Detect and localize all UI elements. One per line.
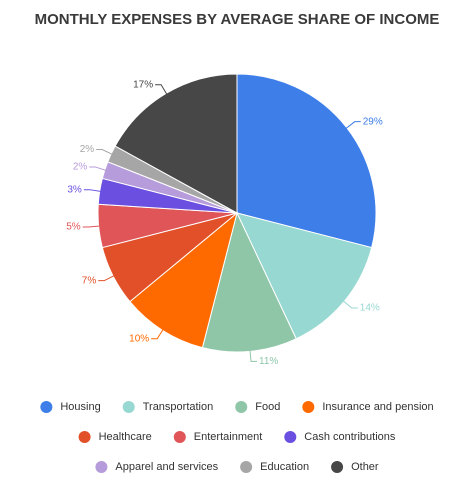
- legend-marker: [302, 401, 315, 413]
- leader-line: [82, 225, 103, 228]
- chart-title: MONTHLY EXPENSES BY AVERAGE SHARE OF INC…: [35, 11, 440, 28]
- legend-label: Other: [351, 461, 379, 473]
- leader-line: [151, 326, 166, 340]
- legend-label: Housing: [60, 401, 100, 413]
- leader-line: [83, 189, 104, 193]
- legend-label: Insurance and pension: [322, 401, 433, 413]
- legend-label: Food: [255, 401, 280, 413]
- legend-marker: [240, 461, 253, 473]
- leader-line: [249, 347, 258, 362]
- legend-marker: [173, 431, 186, 443]
- data-label: 17%: [133, 79, 153, 90]
- legend-marker: [235, 401, 248, 413]
- leader-line: [98, 273, 117, 282]
- legend-marker: [95, 461, 108, 473]
- legend-marker: [78, 431, 91, 443]
- legend-label: Transportation: [143, 401, 214, 413]
- data-label: 5%: [66, 222, 81, 233]
- data-label: 2%: [80, 144, 95, 155]
- data-label: 7%: [82, 275, 97, 286]
- data-label: 29%: [363, 116, 383, 127]
- leader-line: [155, 84, 169, 98]
- data-label: 14%: [360, 303, 380, 314]
- data-label: 10%: [129, 333, 149, 344]
- legend-marker: [331, 461, 344, 473]
- legend-marker: [40, 401, 53, 413]
- data-label: 3%: [67, 184, 82, 195]
- legend-label: Education: [260, 461, 309, 473]
- legend-label: Entertainment: [194, 431, 262, 443]
- legend-label: Apparel and services: [115, 461, 218, 473]
- leader-line: [343, 121, 361, 131]
- legend-marker: [284, 431, 297, 443]
- leader-line: [96, 149, 116, 156]
- leader-line: [89, 166, 109, 172]
- legend-label: Healthcare: [99, 431, 152, 443]
- legend-label: Cash contributions: [304, 431, 396, 443]
- data-label: 11%: [259, 356, 278, 367]
- data-label: 2%: [73, 162, 88, 173]
- legend-marker: [122, 401, 135, 413]
- leader-line: [340, 298, 358, 309]
